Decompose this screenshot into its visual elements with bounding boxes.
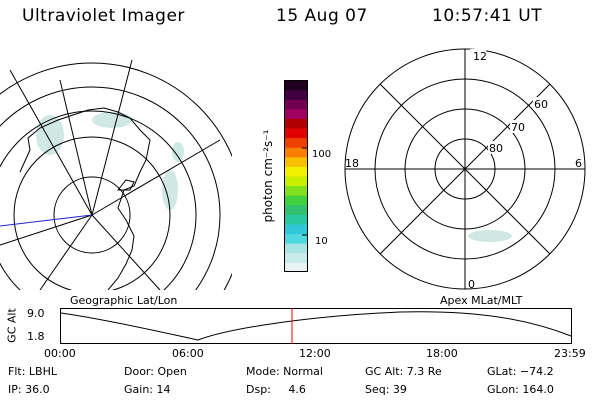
mlt-label-0: 0 (468, 278, 475, 291)
coastline (19, 107, 151, 290)
colorbar-segment (284, 185, 308, 196)
dsp-status: Dsp: 4.6 (246, 383, 306, 396)
colorbar-segment (284, 118, 308, 129)
colorbar-segment (284, 147, 308, 158)
colorbar-segment (284, 252, 308, 263)
timeline-x-tick: 18:00 (426, 347, 458, 360)
timeline-x-tick: 23:59 (554, 347, 586, 360)
seq-status: Seq: 39 (365, 383, 407, 396)
mlt-label-6: 6 (575, 157, 582, 170)
colorbar-tick-label: 100 (312, 149, 332, 160)
aurora-emission (468, 230, 512, 242)
timeline-x-tick: 00:00 (44, 347, 76, 360)
altitude-timeline[interactable] (60, 308, 572, 344)
colorbar-segment (284, 214, 308, 225)
mlt-label-18: 18 (345, 157, 359, 170)
glon-status: GLon: 164.0 (487, 383, 554, 396)
geographic-map (0, 59, 232, 290)
instrument-title: Ultraviolet Imager (22, 6, 185, 26)
noon-meridian (0, 214, 93, 227)
colorbar (284, 80, 308, 272)
geographic-caption: Geographic Lat/Lon (70, 294, 178, 307)
colorbar-segment (284, 195, 308, 206)
colorbar-segment (284, 224, 308, 235)
mlt-label-12: 12 (473, 50, 487, 63)
colorbar-segment (284, 128, 308, 139)
timeline-y-tick-low: 1.8 (27, 330, 45, 343)
aurora-emission (36, 112, 184, 210)
altitude-curve (60, 311, 572, 341)
colorbar-tick-100: 100 (312, 142, 331, 161)
lat-label-70: 70 (511, 121, 525, 134)
time-label: 10:57:41 UT (432, 6, 543, 26)
colorbar-segment (284, 156, 308, 167)
colorbar-tick-label: 10 (315, 236, 328, 247)
colorbar-segment (284, 80, 308, 91)
colorbar-segment (284, 89, 308, 100)
gain-status: Gain: 14 (124, 383, 171, 396)
colorbar-segment (284, 204, 308, 215)
filter-status: Flt: LBHL (8, 365, 57, 378)
colorbar-segment (284, 176, 308, 187)
colorbar-border (284, 80, 308, 272)
colorbar-segment (284, 233, 308, 244)
latitude-circles (0, 62, 232, 290)
colorbar-segment (284, 99, 308, 110)
timeline-x-tick: 06:00 (172, 347, 204, 360)
timeline-x-tick: 12:00 (299, 347, 331, 360)
gc-alt-status: GC Alt: 7.3 Re (365, 365, 442, 378)
door-status: Door: Open (124, 365, 187, 378)
colorbar-segment (284, 137, 308, 148)
meridian-lines (0, 59, 221, 290)
date-label: 15 Aug 07 (276, 6, 368, 26)
apex-caption: Apex MLat/MLT (440, 294, 523, 307)
lat-label-60: 60 (534, 98, 548, 111)
colorbar-segment (284, 108, 308, 119)
ip-status: IP: 36.0 (8, 383, 50, 396)
colorbar-tick-10: 10 (315, 229, 328, 248)
lat-label-80: 80 (489, 142, 503, 155)
magnetic-polar-plot: 12 6 0 18 60 70 80 (344, 48, 586, 291)
mode-status: Mode: Normal (246, 365, 323, 378)
colorbar-segment (284, 166, 308, 177)
timeline-y-tick-high: 9.0 (27, 307, 45, 320)
colorbar-segment (284, 243, 308, 254)
colorbar-segment (284, 262, 308, 272)
glat-status: GLat: −74.2 (487, 365, 554, 378)
